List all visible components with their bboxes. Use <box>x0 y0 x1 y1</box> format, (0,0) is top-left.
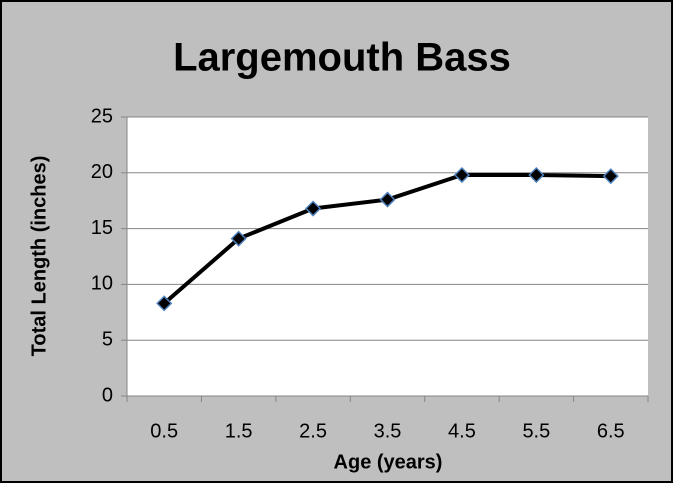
data-marker <box>528 166 545 184</box>
y-tick-label: 25 <box>91 105 113 127</box>
x-tick-label: 4.5 <box>448 420 476 442</box>
x-tick-label: 6.5 <box>597 420 625 442</box>
data-marker <box>156 295 173 312</box>
x-tick-label: 3.5 <box>374 420 402 442</box>
x-tick-label: 1.5 <box>225 420 253 442</box>
y-tick-label: 20 <box>91 161 113 183</box>
y-tick-label: 5 <box>102 328 113 350</box>
data-marker <box>305 200 322 217</box>
x-tick-label: 5.5 <box>522 420 550 442</box>
y-tick-label: 15 <box>91 217 113 239</box>
data-marker <box>379 191 396 208</box>
x-tick-label: 2.5 <box>299 420 327 442</box>
y-axis-label: Total Length (inches) <box>28 156 50 357</box>
y-tick-label: 0 <box>102 384 113 406</box>
data-marker <box>602 168 619 185</box>
data-marker <box>230 230 247 247</box>
chart-title: Largemouth Bass <box>173 36 511 80</box>
y-tick-label: 10 <box>91 273 113 295</box>
x-axis-label: Age (years) <box>334 451 443 473</box>
plot-area <box>127 117 648 396</box>
data-marker <box>453 166 470 184</box>
x-tick-label: 0.5 <box>150 420 178 442</box>
